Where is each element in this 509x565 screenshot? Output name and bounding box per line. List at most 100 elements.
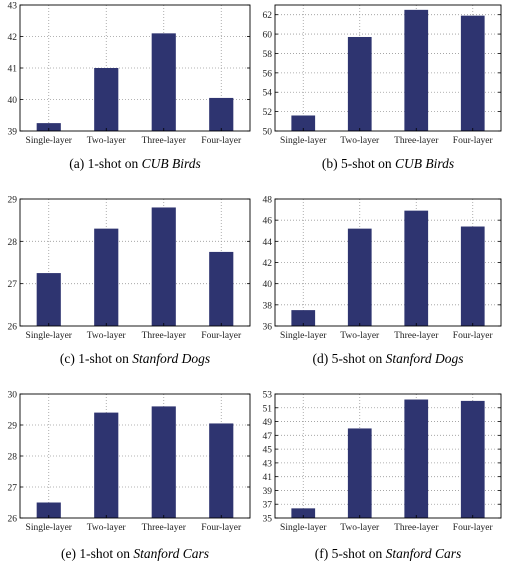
chart-panel: 35 37 39 41 43 45 47 49 51 53 Single-layer Two-laye… — [263, 391, 502, 561]
bar — [460, 226, 485, 326]
bar — [151, 33, 176, 131]
subfigure-caption: (e) 1-shot on Stanford Cars — [61, 546, 209, 561]
y-tick-label: 39 — [263, 487, 273, 497]
y-tick-label: 36 — [263, 323, 273, 333]
bar — [347, 36, 372, 131]
y-tick-label: 56 — [263, 69, 273, 79]
y-tick-label: 50 — [263, 128, 273, 138]
bar — [460, 400, 485, 518]
subfigure-caption: (c) 1-shot on Stanford Dogs — [60, 351, 210, 366]
x-tick-label: Four-layer — [453, 136, 494, 146]
bar — [209, 97, 234, 131]
y-tick-label: 41 — [263, 473, 273, 483]
x-tick-label: Three-layer — [142, 331, 187, 341]
y-tick-label: 30 — [8, 391, 18, 401]
x-tick-label: Three-layer — [394, 523, 439, 533]
x-tick-label: Single-layer — [26, 331, 73, 341]
x-tick-label: Three-layer — [394, 331, 439, 341]
chart-panel: 26 27 28 29 Single-layer Two-layer Three-layer… — [8, 196, 251, 366]
y-tick-label: 62 — [263, 11, 273, 21]
chart-panel: 39 40 41 42 43 Single-layer Two-layer Three-lay… — [8, 2, 251, 171]
x-tick-label: Four-layer — [201, 331, 242, 341]
x-tick-label: Four-layer — [201, 523, 242, 533]
x-tick-label: Single-layer — [26, 523, 73, 533]
y-tick-label: 39 — [8, 128, 18, 138]
bar — [151, 207, 176, 326]
y-tick-label: 46 — [263, 217, 273, 227]
bar — [94, 68, 119, 131]
bar — [404, 9, 429, 132]
y-tick-label: 40 — [263, 280, 273, 290]
y-tick-label: 43 — [263, 459, 273, 469]
y-tick-label: 29 — [8, 196, 18, 206]
x-tick-label: Two-layer — [340, 331, 380, 341]
chart-panel: 36 38 40 42 44 46 48 Single-layer Two-layer Three… — [263, 196, 502, 366]
x-tick-label: Four-layer — [453, 523, 494, 533]
x-tick-label: Two-layer — [340, 523, 380, 533]
x-tick-label: Two-layer — [340, 136, 380, 146]
bar — [94, 228, 119, 326]
y-tick-label: 42 — [8, 33, 18, 43]
subfigure-caption: (a) 1-shot on CUB Birds — [69, 156, 201, 171]
x-tick-label: Single-layer — [26, 136, 73, 146]
bar — [347, 228, 372, 326]
bar — [291, 508, 316, 518]
y-tick-label: 52 — [263, 108, 273, 118]
plot-frame — [19, 198, 251, 327]
x-tick-label: Two-layer — [87, 523, 127, 533]
bar — [291, 115, 316, 131]
x-tick-label: Single-layer — [280, 523, 327, 533]
x-tick-label: Two-layer — [87, 331, 127, 341]
y-tick-label: 40 — [8, 96, 18, 106]
subfigure-caption: (d) 5-shot on Stanford Dogs — [312, 351, 463, 366]
y-tick-label: 27 — [8, 484, 18, 494]
bar — [291, 310, 316, 326]
bar — [404, 210, 429, 326]
y-tick-label: 60 — [263, 31, 273, 41]
bar — [36, 273, 61, 326]
bar — [36, 123, 61, 131]
y-tick-label: 51 — [263, 404, 273, 414]
y-tick-label: 37 — [263, 501, 273, 511]
bar — [460, 15, 485, 132]
chart-panel: 50 52 54 56 58 60 62 Single-layer Two-layer Three… — [263, 4, 502, 171]
y-tick-label: 38 — [263, 301, 273, 311]
y-tick-label: 49 — [263, 418, 273, 428]
y-tick-label: 29 — [8, 422, 18, 432]
y-tick-label: 48 — [263, 196, 273, 206]
y-tick-label: 28 — [8, 238, 18, 248]
y-tick-label: 54 — [263, 89, 273, 99]
y-tick-label: 45 — [263, 446, 273, 456]
bar — [36, 502, 61, 518]
bar — [94, 412, 119, 518]
y-tick-label: 53 — [263, 391, 273, 401]
x-tick-label: Four-layer — [453, 331, 494, 341]
bar — [151, 406, 176, 518]
x-tick-label: Single-layer — [280, 331, 327, 341]
y-tick-label: 43 — [8, 2, 18, 12]
y-tick-label: 44 — [263, 238, 273, 248]
x-tick-label: Two-layer — [87, 136, 127, 146]
plot-frame — [274, 4, 502, 132]
chart-panel: 26 27 28 29 30 Single-layer Two-layer Three-lay… — [8, 391, 251, 561]
y-tick-label: 47 — [263, 432, 273, 442]
y-tick-label: 35 — [263, 515, 273, 525]
y-tick-label: 41 — [8, 65, 18, 75]
bar — [209, 251, 234, 326]
x-tick-label: Three-layer — [142, 136, 187, 146]
y-tick-label: 58 — [263, 50, 273, 60]
bar — [347, 428, 372, 518]
plot-frame — [274, 393, 502, 519]
y-tick-label: 42 — [263, 259, 273, 269]
y-tick-label: 26 — [8, 515, 18, 525]
y-tick-label: 27 — [8, 280, 18, 290]
x-tick-label: Four-layer — [201, 136, 242, 146]
y-tick-label: 26 — [8, 323, 18, 333]
x-tick-label: Three-layer — [394, 136, 439, 146]
subfigure-caption: (f) 5-shot on Stanford Cars — [315, 546, 462, 561]
x-tick-label: Three-layer — [142, 523, 187, 533]
x-tick-label: Single-layer — [280, 136, 327, 146]
subfigure-caption: (b) 5-shot on CUB Birds — [322, 156, 454, 171]
bar — [404, 399, 429, 518]
